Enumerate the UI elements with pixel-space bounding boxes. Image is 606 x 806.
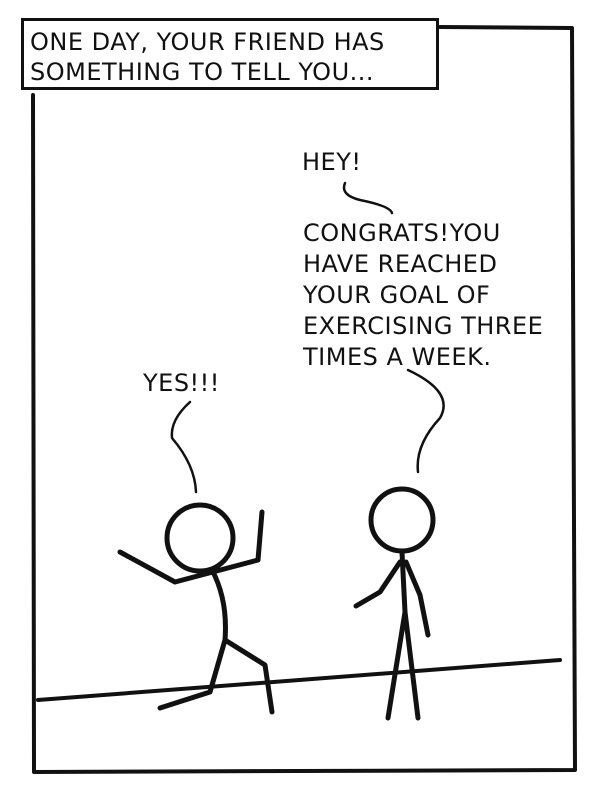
hey-speech-tail (342, 181, 394, 215)
congrats-line: YOUR GOAL OF (303, 281, 491, 309)
yes-speech-tail (170, 400, 198, 494)
congrats-speech-tail (406, 368, 445, 474)
congrats-line: EXERCISING THREE (303, 312, 544, 340)
congrats-line: HAVE REACHED (303, 250, 498, 278)
congrats-speech: CONGRATS!YOU HAVE REACHED YOUR GOAL OF E… (303, 218, 543, 373)
caption-line-1: ONE DAY, YOUR FRIEND HAS (30, 28, 385, 56)
left-stick-figure (117, 502, 275, 715)
caption-line-2: SOMETHING TO TELL YOU... (30, 58, 375, 86)
panel-border (31, 25, 577, 774)
congrats-line: TIMES A WEEK. (303, 343, 492, 371)
caption-box (21, 18, 439, 90)
yes-speech: YES!!! (143, 369, 220, 397)
ground-line (36, 658, 562, 702)
right-stick-figure (353, 486, 436, 721)
congrats-line: CONGRATS!YOU (303, 219, 501, 247)
hey-speech: HEY! (302, 148, 362, 176)
caption-text: ONE DAY, YOUR FRIEND HAS SOMETHING TO TE… (30, 27, 385, 87)
